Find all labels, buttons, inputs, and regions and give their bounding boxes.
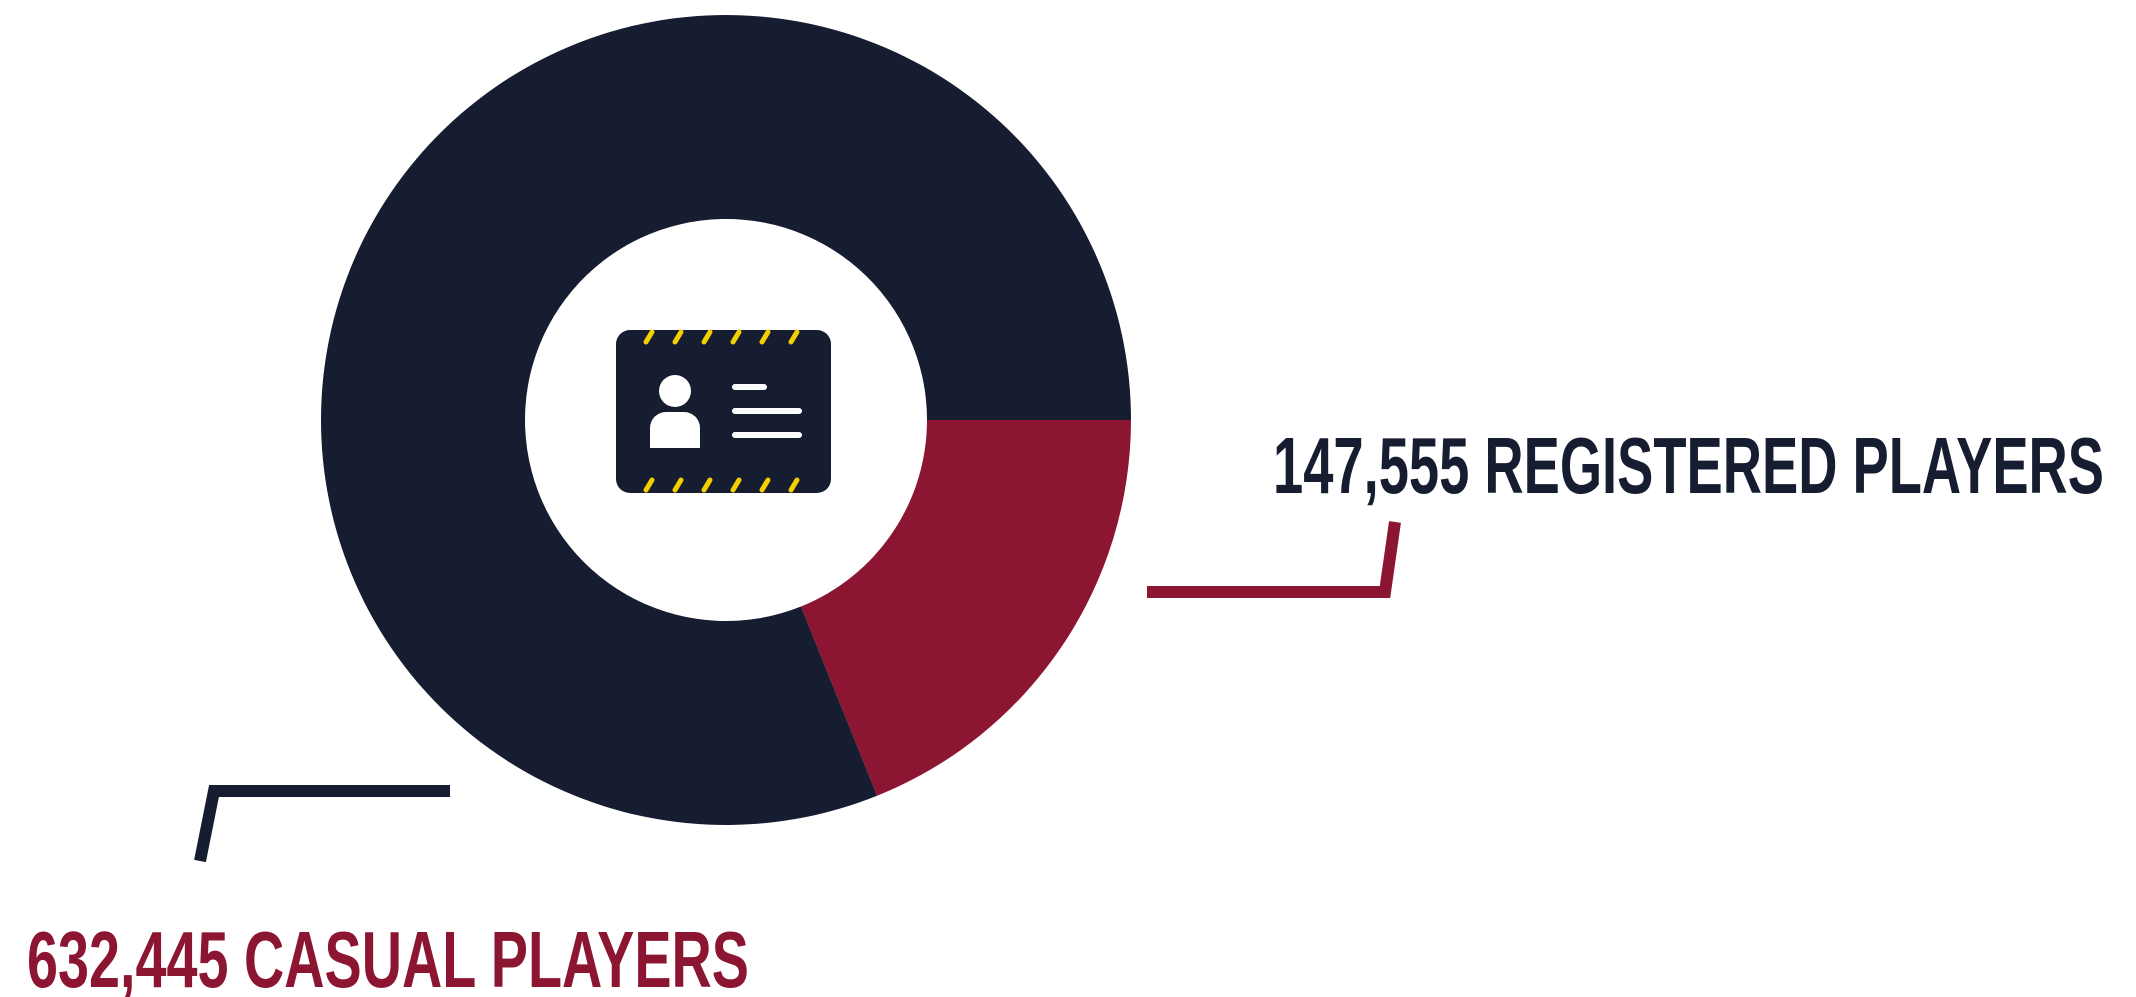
segment-label: 632,445 CASUAL PLAYERS — [27, 915, 749, 997]
category-label: REGISTERED PLAYERS — [1484, 421, 2104, 510]
id-card-icon — [616, 329, 831, 493]
leader-line — [194, 785, 450, 863]
value-label: 147,555 — [1273, 421, 1469, 510]
leader-line — [1147, 521, 1401, 598]
donut-segment — [800, 420, 1131, 796]
segment-label: 147,555 REGISTERED PLAYERS — [1273, 421, 2104, 510]
donut — [320, 15, 1131, 825]
value-label: 632,445 — [27, 915, 229, 997]
category-label: CASUAL PLAYERS — [244, 915, 749, 997]
donut-segment — [320, 15, 1131, 825]
